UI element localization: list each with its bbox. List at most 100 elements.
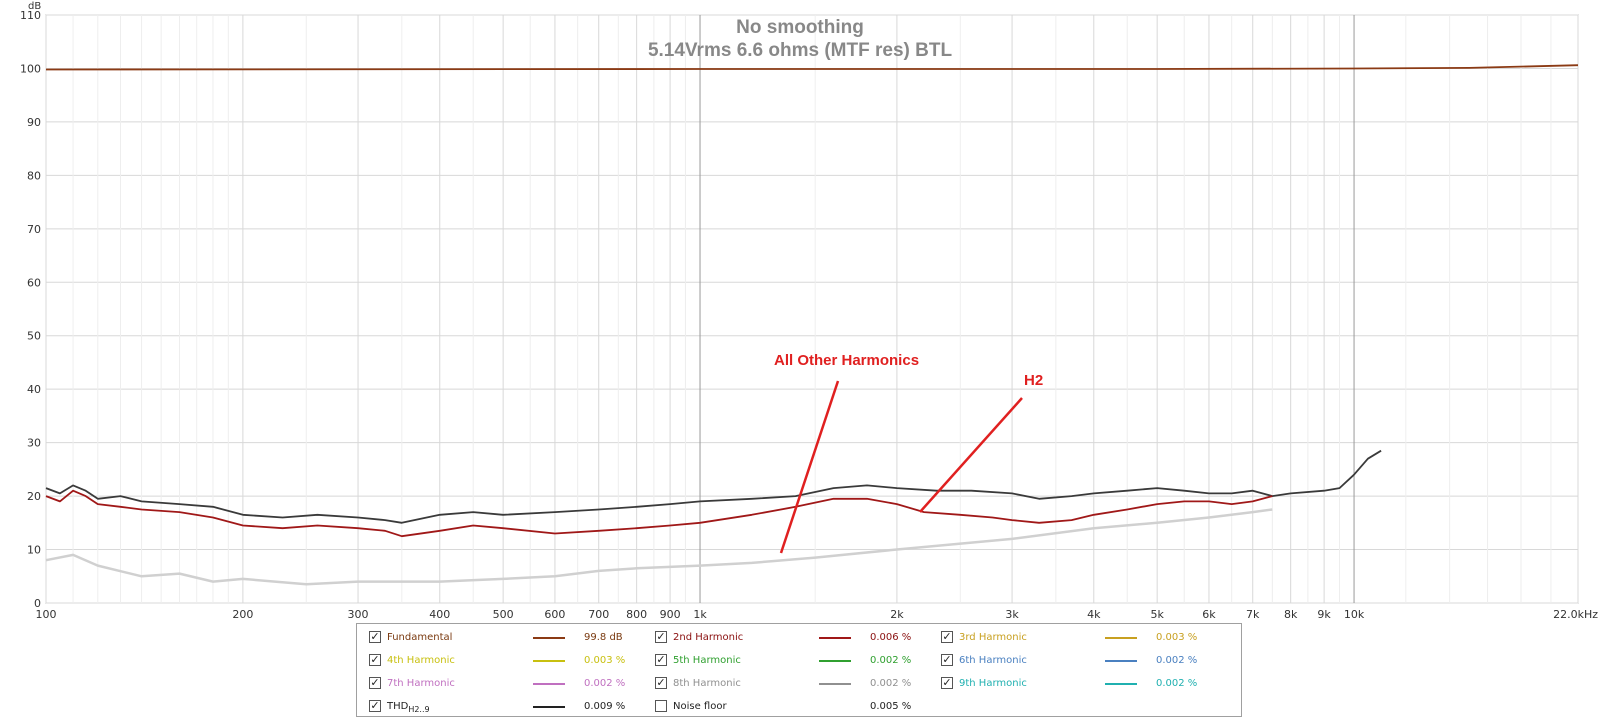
series-group [45,64,1579,586]
legend-swatch [533,637,565,639]
legend-swatch [533,683,565,685]
legend-label: 2nd Harmonic [673,632,744,643]
legend-checkbox[interactable]: ✓ [369,676,381,689]
legend-label: 6th Harmonic [959,655,1027,666]
legend-checkbox[interactable]: ✓ [941,676,953,689]
annotation-h2: H2 [1024,372,1043,389]
x-tick-label: 100 [36,608,57,620]
legend-item: ✓ 7th Harmonic 0.002 % [369,676,639,692]
x-tick-label: 400 [429,608,450,620]
annotation-h2-pointer [919,397,1023,513]
legend-label: 7th Harmonic [387,678,455,689]
legend-item: ✓ Fundamental 99.8 dB [369,630,639,646]
legend-checkbox[interactable]: ✓ [655,676,667,689]
y-tick-label: 0 [34,597,41,610]
series-line-0 [45,64,1579,71]
legend-item: ✓ 2nd Harmonic 0.006 % [655,630,925,646]
y-tick-label: 30 [27,437,41,450]
legend-label: 3rd Harmonic [959,632,1027,643]
legend-item: Noise floor 0.005 % [655,699,925,715]
x-tick-label: 4k [1087,608,1101,620]
x-tick-label: 800 [626,608,647,620]
legend-item: ✓ 3rd Harmonic 0.003 % [941,630,1211,646]
tick-labels: 0 10 20 30 40 50 60 70 80 90 100 110 100 200 300 400 500… [20,9,1598,620]
legend-label: 8th Harmonic [673,678,741,689]
series-line-2 [45,489,1273,538]
legend-value: 0.003 % [584,655,626,666]
distortion-chart: 0 10 20 30 40 50 60 70 80 90 100 110 100 200 300 400 500… [20,1,1598,620]
legend-item: ✓ 6th Harmonic 0.002 % [941,653,1211,669]
legend-item: ✓ THDH2..9 0.009 % [369,699,639,715]
x-tick-label: 6k [1202,608,1216,620]
chart-subtitle: 5.14Vrms 6.6 ohms (MTF res) BTL [648,40,952,61]
plot-area [45,14,1579,604]
legend-swatch [819,660,851,662]
legend-item: ✓ 8th Harmonic 0.002 % [655,676,925,692]
legend-swatch [1105,683,1137,685]
x-tick-label: 9k [1317,608,1331,620]
legend-checkbox[interactable]: ✓ [655,653,667,666]
x-tick-label: 22.0kHz [1553,608,1598,620]
x-tick-label: 7k [1246,608,1260,620]
legend-value: 0.002 % [1156,655,1198,666]
legend-value: 0.002 % [584,678,626,689]
y-tick-label: 60 [27,276,41,289]
legend-swatch [1105,660,1137,662]
legend-label: 5th Harmonic [673,655,741,666]
legend-value: 0.009 % [584,701,626,712]
y-axis-unit: dB [28,1,41,12]
x-tick-label: 1k [693,608,707,620]
x-tick-label: 500 [493,608,514,620]
legend-value: 0.002 % [1156,678,1198,689]
x-tick-label: 200 [232,608,253,620]
legend-label: Fundamental [387,632,453,643]
x-tick-label: 300 [348,608,369,620]
annotation-other-harmonics: All Other Harmonics [774,352,919,369]
legend-value: 0.002 % [870,655,912,666]
y-tick-label: 70 [27,223,41,236]
legend-item: ✓ 4th Harmonic 0.003 % [369,653,639,669]
legend-value: 0.002 % [870,678,912,689]
y-tick-label: 100 [20,62,41,75]
legend-value: 0.003 % [1156,632,1198,643]
y-tick-label: 40 [27,383,41,396]
x-tick-label: 8k [1284,608,1298,620]
legend-label: Noise floor [673,701,727,712]
x-tick-label: 600 [544,608,565,620]
legend-label: THDH2..9 [387,701,430,714]
chart-title: No smoothing [736,17,864,38]
legend-checkbox[interactable]: ✓ [369,699,381,712]
legend-checkbox[interactable] [655,700,667,712]
y-tick-label: 20 [27,490,41,503]
legend-swatch [1105,637,1137,639]
series-line-1 [45,449,1382,524]
legend-swatch [819,683,851,685]
series-line-3 [45,508,1273,586]
y-tick-label: 90 [27,116,41,129]
y-tick-label: 10 [27,544,41,557]
y-tick-label: 50 [27,330,41,343]
legend-checkbox[interactable]: ✓ [655,630,667,643]
annotation-other-harmonics-pointer [779,380,840,554]
legend-label: 4th Harmonic [387,655,455,666]
legend-swatch [533,660,565,662]
legend-checkbox[interactable]: ✓ [941,653,953,666]
y-tick-label: 80 [27,169,41,182]
x-tick-label: 10k [1344,608,1365,620]
legend: ✓ Fundamental 99.8 dB ✓ 2nd Harmonic 0.006 % ✓… [356,623,1242,717]
legend-item: ✓ 9th Harmonic 0.002 % [941,676,1211,692]
legend-value: 0.006 % [870,632,912,643]
x-tick-label: 2k [890,608,904,620]
legend-checkbox[interactable]: ✓ [369,630,381,643]
legend-item: ✓ 5th Harmonic 0.002 % [655,653,925,669]
legend-label: 9th Harmonic [959,678,1027,689]
legend-value: 99.8 dB [584,632,623,643]
legend-checkbox[interactable]: ✓ [369,653,381,666]
x-tick-label: 3k [1005,608,1019,620]
x-tick-label: 700 [588,608,609,620]
x-tick-label: 900 [660,608,681,620]
y-tick-label: 110 [20,9,41,22]
legend-checkbox[interactable]: ✓ [941,630,953,643]
legend-swatch [533,706,565,708]
x-tick-label: 5k [1150,608,1164,620]
